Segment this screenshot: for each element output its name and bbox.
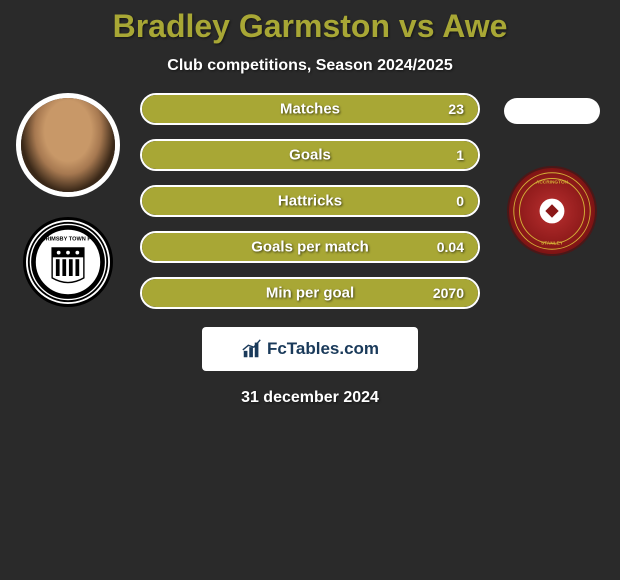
left-column: GRIMSBY TOWN FC	[8, 93, 128, 309]
avatar-face	[21, 98, 115, 192]
bar-label: Hattricks	[278, 193, 342, 210]
right-column: ACCRINGTON STANLEY	[492, 93, 612, 309]
svg-text:GRIMSBY TOWN FC: GRIMSBY TOWN FC	[41, 237, 95, 243]
stat-bar: Hattricks 0	[140, 185, 480, 217]
bar-value-right: 23	[448, 101, 464, 117]
date-label: 31 december 2024	[0, 389, 620, 407]
player-avatar-left	[16, 93, 120, 197]
player-avatar-right-blank	[504, 98, 600, 124]
chart-icon	[241, 338, 263, 360]
bar-value-right: 2070	[433, 285, 464, 301]
stats-bars: Matches 23 Goals 1 Hattricks 0 Goals per match…	[128, 93, 492, 309]
stat-bar: Goals per match 0.04	[140, 231, 480, 263]
bar-label: Goals per match	[251, 239, 369, 256]
bar-label: Matches	[280, 101, 340, 118]
stat-bar: Matches 23	[140, 93, 480, 125]
svg-text:ACCRINGTON: ACCRINGTON	[536, 179, 569, 185]
comparison-content: GRIMSBY TOWN FC Matches 23 Goals 1 Hattricks…	[0, 93, 620, 309]
page-title: Bradley Garmston vs Awe	[0, 0, 620, 45]
stat-bar: Min per goal 2070	[140, 277, 480, 309]
club-badge-left: GRIMSBY TOWN FC	[23, 217, 113, 307]
svg-text:STANLEY: STANLEY	[541, 240, 564, 246]
stat-bar: Goals 1	[140, 139, 480, 171]
club-badge-right: ACCRINGTON STANLEY	[507, 166, 597, 256]
bar-label: Min per goal	[266, 285, 354, 302]
bar-value-right: 1	[456, 147, 464, 163]
grimsby-crest-icon: GRIMSBY TOWN FC	[26, 220, 110, 304]
accrington-crest-icon: ACCRINGTON STANLEY	[509, 166, 595, 256]
bar-label: Goals	[289, 147, 331, 164]
fctables-logo: FcTables.com	[202, 327, 418, 371]
bar-value-right: 0.04	[437, 239, 464, 255]
bar-value-right: 0	[456, 193, 464, 209]
subtitle: Club competitions, Season 2024/2025	[0, 57, 620, 75]
logo-text: FcTables.com	[267, 339, 379, 359]
